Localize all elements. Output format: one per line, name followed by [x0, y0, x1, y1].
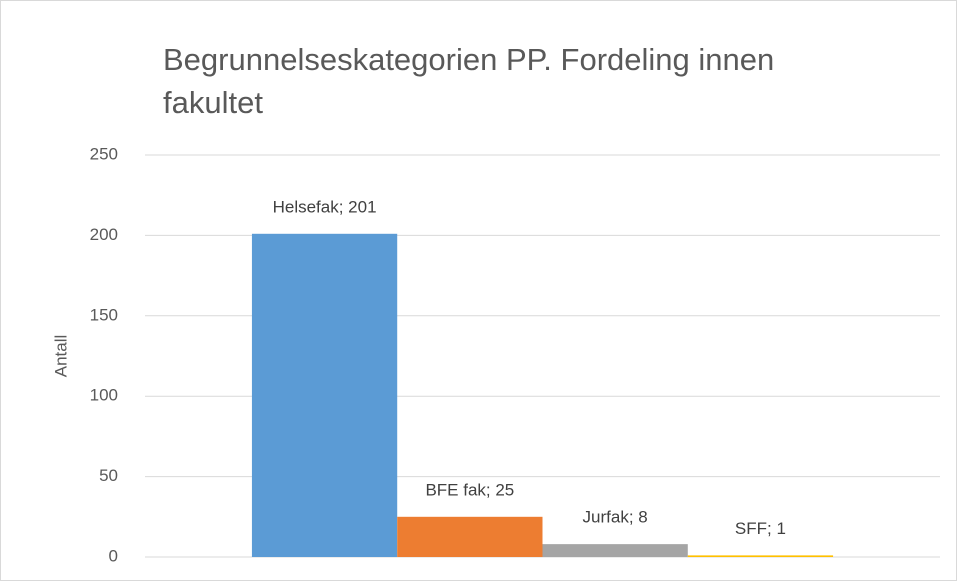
y-tick-label: 150 [90, 305, 118, 324]
bar [542, 544, 688, 557]
chart-title: Begrunnelseskategorien PP. Fordeling inn… [163, 42, 775, 120]
data-label: Jurfak; 8 [583, 508, 648, 527]
y-tick-label: 50 [99, 466, 118, 485]
bar [687, 555, 834, 557]
y-tick-label: 200 [90, 225, 118, 244]
bar [251, 233, 398, 558]
y-tick-label: 250 [90, 144, 118, 163]
data-label: BFE fak; 25 [425, 480, 514, 499]
data-label: SFF; 1 [735, 519, 786, 538]
y-tick-label: 100 [90, 386, 118, 405]
y-axis-label: Antall [51, 335, 70, 378]
y-tick-label: 0 [109, 546, 118, 565]
data-label: Helsefak; 201 [273, 197, 377, 216]
bar [397, 516, 543, 557]
